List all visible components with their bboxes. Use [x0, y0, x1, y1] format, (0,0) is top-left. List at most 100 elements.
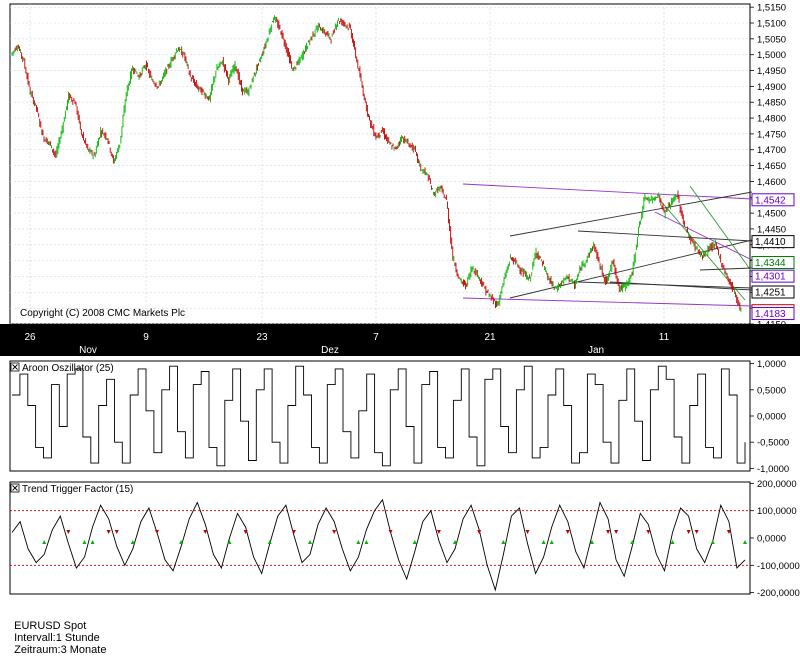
ttf-y-tick-label: -100,0000 — [757, 561, 800, 572]
ttf-sell-arrow — [525, 530, 530, 534]
copyright-text: Copyright (C) 2008 CMC Markets Plc — [20, 308, 185, 319]
price-level-box — [751, 256, 795, 270]
price-y-tick-label: 1,5150 — [757, 3, 786, 14]
ttf-sell-arrow — [694, 530, 699, 534]
price-level-box — [751, 235, 795, 249]
price-plot-area — [9, 3, 751, 325]
price-trendline — [509, 191, 753, 237]
ttf-sell-arrow — [436, 530, 441, 534]
price-y-tick-label: 1,4450 — [757, 224, 786, 235]
ttf-panel[interactable]: Trend Trigger Factor (15) 200,0000 100,00… — [9, 479, 800, 599]
price-trendline — [462, 183, 753, 200]
x-tick-label: 21 — [484, 332, 496, 343]
price-level-labels: 1,45421,44101,43441,43011,42511,41921,41… — [751, 193, 795, 321]
aroon-y-tick-label: 0,0000 — [757, 412, 786, 423]
x-tick-label: 26 — [24, 332, 36, 343]
ttf-buy-arrow — [501, 540, 506, 544]
ttf-buy-arrow — [267, 540, 272, 544]
status-symbol: EURUSD Spot — [14, 620, 87, 632]
ttf-title: Trend Trigger Factor (15) — [22, 484, 133, 495]
ttf-sell-arrow — [203, 530, 208, 534]
price-trendline — [509, 239, 753, 299]
x-period-label: Dez — [321, 345, 339, 356]
price-level-label: 1,4251 — [755, 288, 786, 299]
ttf-sell-arrow — [565, 530, 570, 534]
price-y-tick-label: 1,5100 — [757, 19, 786, 30]
time-axis-background — [0, 324, 800, 356]
price-trendline — [654, 211, 753, 261]
ttf-sell-arrow — [154, 530, 159, 534]
ttf-sell-arrow — [477, 530, 482, 534]
ttf-sell-arrow — [388, 530, 393, 534]
price-y-tick-label: 1,4800 — [757, 114, 786, 125]
price-level-label: 1,4183 — [755, 309, 786, 320]
price-level-box — [751, 285, 795, 299]
price-y-tick-label: 1,4900 — [757, 82, 786, 93]
ttf-y-tick-label: 200,0000 — [757, 479, 797, 490]
ttf-buy-arrow — [130, 540, 135, 544]
ttf-buy-arrow — [42, 540, 47, 544]
ttf-plot-area — [9, 481, 751, 595]
price-level-label: 1,4301 — [755, 272, 786, 283]
ttf-buy-arrow — [453, 540, 458, 544]
ttf-sell-arrow — [66, 530, 71, 534]
price-y-tick-label: 1,4650 — [757, 161, 786, 172]
aroon-plot-area — [9, 360, 751, 472]
aroon-panel[interactable]: Aroon Oszillator (25) 1,0000 0,5000 0,0000… — [9, 359, 789, 475]
price-y-tick-label: 1,4700 — [757, 145, 786, 156]
status-interval: Intervall:1 Stunde — [14, 632, 100, 644]
price-y-tick-label: 1,5000 — [757, 50, 786, 61]
ttf-y-tick-label: -200,0000 — [757, 588, 800, 599]
x-period-labels: Nov Dez Jan — [79, 345, 604, 356]
ttf-buy-arrow — [356, 540, 361, 544]
price-y-tick-label: 1,4750 — [757, 129, 786, 140]
x-tick-label: 9 — [143, 332, 149, 343]
price-trendline — [659, 199, 746, 301]
price-trendline — [689, 185, 753, 273]
price-trendline — [462, 297, 753, 307]
time-axis: 26 9 23 7 21 11 Nov Dez Jan — [0, 324, 800, 356]
ttf-y-tick-label: 0,0000 — [757, 534, 786, 545]
price-level-box — [751, 307, 795, 321]
ttf-signal-arrows — [42, 530, 747, 544]
price-level-box — [751, 269, 795, 283]
ttf-buy-arrow — [670, 540, 675, 544]
ttf-series-line — [11, 498, 746, 592]
ttf-sell-arrow — [291, 530, 296, 534]
aroon-y-tick-label: -1,0000 — [757, 464, 789, 475]
ttf-sell-arrow — [106, 530, 111, 534]
status-bar: EURUSD Spot Intervall:1 Stunde Zeitraum:… — [8, 608, 116, 656]
price-trendline — [609, 281, 753, 291]
ttf-y-axis: 200,0000 100,0000 0,0000 -100,0000 -200,0000 — [750, 479, 800, 599]
ttf-sell-arrow — [332, 530, 337, 534]
price-trendline — [699, 267, 753, 271]
aroon-close-icon — [12, 364, 18, 370]
ttf-buy-arrow — [179, 540, 184, 544]
price-level-label: 1,4344 — [755, 258, 786, 269]
ttf-sell-arrow — [114, 530, 119, 534]
ttf-buy-arrow — [90, 540, 95, 544]
x-tick-label: 23 — [256, 332, 268, 343]
aroon-y-axis: 1,0000 0,5000 0,0000 -0,5000 -1,0000 — [750, 359, 789, 475]
ttf-buy-arrow — [710, 540, 715, 544]
price-candles — [11, 15, 742, 312]
ttf-sell-arrow — [606, 530, 611, 534]
chart-stage: 1,5150 1,5100 1,5050 1,5000 1,4950 1,4900 1,48… — [0, 3, 800, 599]
aroon-y-tick-label: 1,0000 — [757, 359, 786, 370]
ttf-y-tick-label: 100,0000 — [757, 506, 797, 517]
ttf-buy-arrow — [743, 540, 747, 544]
x-period-label: Jan — [588, 345, 604, 356]
x-tick-labels: 26 9 23 7 21 11 — [24, 332, 669, 343]
ttf-buy-arrow — [630, 540, 635, 544]
price-panel[interactable]: 1,5150 1,5100 1,5050 1,5000 1,4950 1,4900 1,48… — [9, 3, 795, 331]
x-period-label: Nov — [79, 345, 97, 356]
ttf-sell-arrow — [614, 530, 619, 534]
ttf-buy-arrow — [549, 540, 554, 544]
ttf-buy-arrow — [82, 540, 87, 544]
aroon-series-line — [12, 365, 746, 467]
aroon-title: Aroon Oszillator (25) — [22, 363, 114, 374]
ttf-close-icon — [12, 485, 18, 491]
ttf-sell-arrow — [686, 530, 691, 534]
x-tick-label: 7 — [373, 332, 379, 343]
price-y-tick-label: 1,4850 — [757, 98, 786, 109]
